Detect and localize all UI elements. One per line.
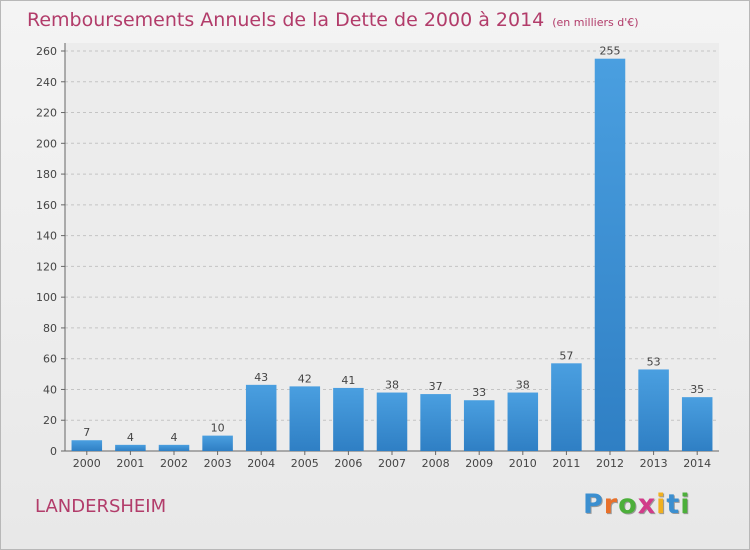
bar bbox=[551, 363, 582, 451]
x-tick-label: 2005 bbox=[291, 457, 319, 470]
data-label: 37 bbox=[429, 380, 443, 393]
chart-subtitle: (en milliers d'€) bbox=[552, 16, 639, 29]
chart-title: Remboursements Annuels de la Dette de 20… bbox=[27, 9, 639, 31]
y-tick-label: 180 bbox=[36, 168, 57, 181]
y-tick-label: 80 bbox=[43, 322, 57, 335]
bar bbox=[681, 397, 713, 451]
x-tick-label: 2008 bbox=[422, 457, 450, 470]
logo-letter: o bbox=[618, 489, 638, 520]
x-tick-label: 2004 bbox=[247, 457, 275, 470]
y-tick-label: 60 bbox=[43, 353, 57, 366]
data-label: 33 bbox=[472, 386, 486, 399]
x-tick-label: 2010 bbox=[509, 457, 537, 470]
y-tick-label: 240 bbox=[36, 76, 57, 89]
bar bbox=[376, 392, 408, 451]
data-label: 53 bbox=[647, 355, 661, 368]
data-label: 38 bbox=[385, 379, 399, 392]
y-tick-label: 100 bbox=[36, 291, 57, 304]
data-label: 4 bbox=[171, 431, 178, 444]
y-tick-label: 140 bbox=[36, 230, 57, 243]
x-tick-label: 2011 bbox=[552, 457, 580, 470]
data-label: 41 bbox=[341, 374, 355, 387]
data-label: 7 bbox=[83, 426, 90, 439]
proxiti-logo: Proxiti bbox=[583, 489, 691, 520]
data-label: 4 bbox=[127, 431, 134, 444]
chart-title-text: Remboursements Annuels de la Dette de 20… bbox=[27, 9, 545, 31]
logo-letter: P bbox=[583, 489, 604, 520]
x-tick-label: 2000 bbox=[73, 457, 101, 470]
x-tick-label: 2002 bbox=[160, 457, 188, 470]
bar bbox=[158, 444, 190, 451]
bar bbox=[71, 440, 103, 451]
data-label: 43 bbox=[254, 371, 268, 384]
data-label: 57 bbox=[559, 349, 573, 362]
y-tick-label: 40 bbox=[43, 383, 57, 396]
logo-letter: r bbox=[603, 489, 619, 520]
bar bbox=[420, 394, 451, 451]
data-label: 38 bbox=[516, 379, 530, 392]
x-tick-label: 2007 bbox=[378, 457, 406, 470]
bar bbox=[333, 387, 364, 451]
logo-letter: i bbox=[680, 489, 691, 520]
data-label: 10 bbox=[211, 422, 225, 435]
y-tick-label: 0 bbox=[50, 445, 57, 458]
bar bbox=[202, 435, 233, 451]
logo-letter: x bbox=[637, 489, 657, 520]
bar bbox=[594, 58, 626, 451]
x-tick-label: 2001 bbox=[116, 457, 144, 470]
y-tick-label: 260 bbox=[36, 45, 57, 58]
x-tick-label: 2006 bbox=[334, 457, 362, 470]
data-label: 42 bbox=[298, 372, 312, 385]
y-tick-label: 20 bbox=[43, 414, 57, 427]
commune-name: LANDERSHEIM bbox=[35, 496, 167, 517]
x-tick-label: 2014 bbox=[683, 457, 711, 470]
data-label: 35 bbox=[690, 383, 704, 396]
bar bbox=[289, 386, 321, 451]
logo-letter: t bbox=[666, 489, 681, 520]
y-tick-label: 200 bbox=[36, 137, 57, 150]
data-label: 255 bbox=[600, 45, 621, 58]
bar bbox=[463, 400, 495, 451]
x-tick-label: 2003 bbox=[204, 457, 232, 470]
bar bbox=[638, 369, 669, 451]
bar bbox=[115, 444, 146, 451]
x-tick-label: 2009 bbox=[465, 457, 493, 470]
x-tick-label: 2012 bbox=[596, 457, 624, 470]
bar bbox=[507, 392, 539, 451]
y-tick-label: 160 bbox=[36, 199, 57, 212]
bar bbox=[245, 384, 277, 451]
x-tick-label: 2013 bbox=[640, 457, 668, 470]
y-tick-label: 220 bbox=[36, 107, 57, 120]
logo-letter: i bbox=[656, 489, 667, 520]
y-tick-label: 120 bbox=[36, 260, 57, 273]
